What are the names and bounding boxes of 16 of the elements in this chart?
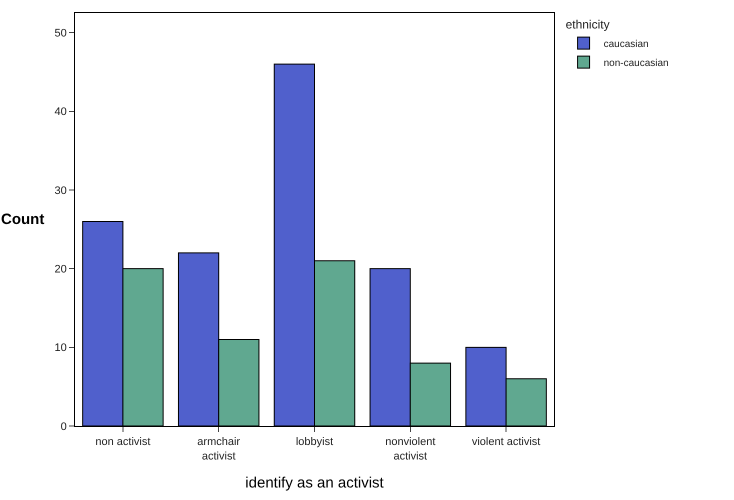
y-tick-label: 30 (54, 184, 67, 197)
x-tick-label: violent activist (472, 436, 540, 448)
legend-title: ethnicity (566, 18, 610, 32)
x-tick-label: nonviolent activist (385, 436, 436, 462)
y-tick-label: 10 (54, 342, 67, 354)
y-tick-label: 40 (54, 106, 67, 118)
x-tick-label: lobbyist (296, 436, 334, 448)
y-axis-title: Count (1, 211, 44, 228)
x-tick-label: non activist (95, 436, 150, 448)
legend-label: caucasian (604, 39, 649, 50)
x-tick-label: armchair activist (197, 436, 240, 462)
legend-label: non-caucasian (604, 58, 669, 69)
y-tick-label: 20 (54, 264, 67, 276)
y-tick-label: 50 (54, 28, 67, 40)
x-axis-title: identify as an activist (245, 474, 385, 492)
y-tick-label: 0 (60, 420, 67, 433)
